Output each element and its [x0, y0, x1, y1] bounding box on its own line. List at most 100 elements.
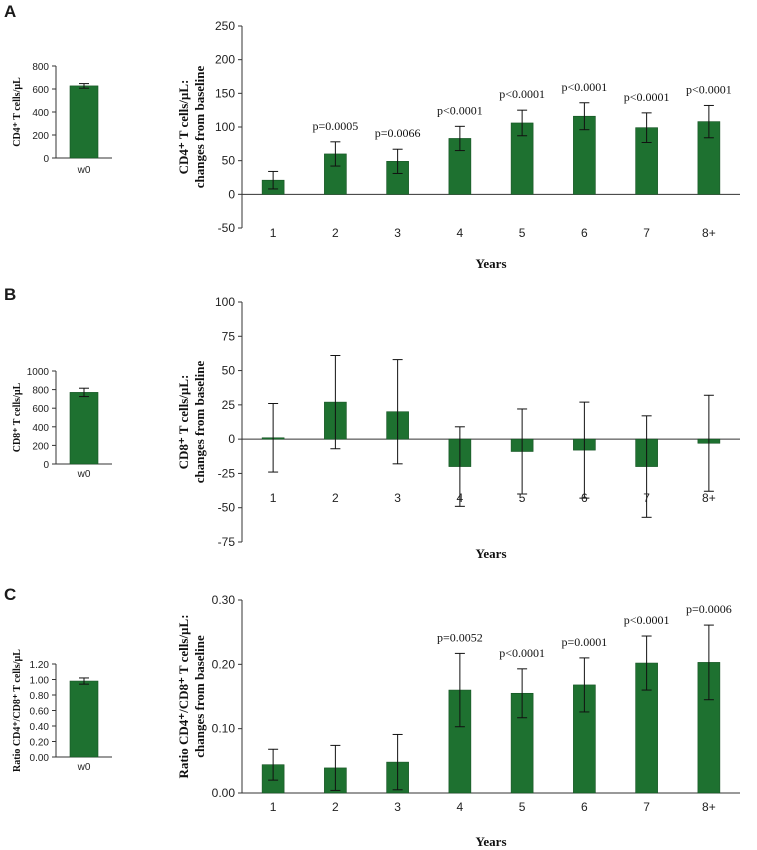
- x-tick-label: 3: [394, 226, 401, 240]
- x-tick-label: 8+: [702, 800, 716, 814]
- y-tick-label: -50: [218, 501, 236, 515]
- y-tick-label: 150: [215, 86, 235, 100]
- p-value-label: p<0.0001: [437, 103, 483, 117]
- y-axis-label-line2: changes from baseline: [192, 635, 207, 758]
- y-axis-label-line1: Ratio CD4⁺/CD8⁺ T cells/µL:: [176, 614, 191, 778]
- p-value-label: p=0.0066: [375, 126, 421, 140]
- p-value-label: p=0.0005: [312, 119, 358, 133]
- x-tick-label: 8+: [702, 226, 716, 240]
- bar: [69, 85, 99, 159]
- p-value-label: p=0.0052: [437, 630, 483, 644]
- y-tick-label: -50: [218, 221, 236, 235]
- y-tick-label: 600: [32, 85, 49, 96]
- x-tick-label: 6: [581, 800, 588, 814]
- y-tick-label: -25: [218, 466, 236, 480]
- y-tick-label: 1.00: [30, 676, 50, 687]
- y-tick-label: 200: [32, 131, 49, 142]
- y-tick-label: 50: [222, 364, 236, 378]
- x-tick-label: w0: [77, 165, 91, 176]
- y-tick-label: 200: [32, 441, 49, 452]
- y-tick-label: 0.10: [212, 722, 236, 736]
- x-axis-label: Years: [475, 546, 506, 561]
- y-tick-label: 100: [215, 295, 235, 309]
- x-tick-label: 5: [519, 226, 526, 240]
- y-tick-label: 0: [228, 432, 235, 446]
- p-value-label: p<0.0001: [624, 613, 670, 627]
- y-axis-label: CD4⁺ T cells/µL: [12, 77, 23, 147]
- y-tick-label: 1000: [27, 367, 50, 378]
- x-tick-label: 4: [457, 800, 464, 814]
- y-tick-label: 250: [215, 19, 235, 33]
- x-tick-label: 7: [643, 491, 650, 505]
- chart-A-change: -50 0 50 100 150 200 250 CD4⁺ T cells/µL: change…: [176, 19, 740, 271]
- x-tick-label: w0: [77, 469, 91, 480]
- y-tick-label: 0.20: [30, 738, 50, 749]
- panel-letter-b: B: [4, 285, 17, 304]
- x-tick-label: w0: [77, 762, 91, 773]
- x-tick-label: 4: [457, 491, 464, 505]
- x-axis-label: Years: [475, 834, 506, 849]
- y-tick-label: 800: [32, 386, 49, 397]
- x-tick-label: 2: [332, 800, 339, 814]
- p-value-label: p<0.0001: [624, 90, 670, 104]
- x-tick-label: 5: [519, 491, 526, 505]
- chart-C-baseline: 0.00 0.20 0.40 0.60 0.80 1.00 1.20 Ratio CD4⁺/C…: [12, 649, 112, 773]
- y-tick-label: 0.00: [30, 753, 50, 764]
- y-axis-label-line1: CD4⁺ T cells/µL:: [176, 80, 191, 175]
- y-tick-label: 600: [32, 404, 49, 415]
- y-tick-label: 0.20: [212, 657, 236, 671]
- p-value-label: p=0.0001: [561, 635, 607, 649]
- y-axis-label: CD8⁺ T cells/µL: [12, 382, 23, 452]
- x-tick-label: 4: [457, 226, 464, 240]
- y-tick-label: 50: [222, 154, 236, 168]
- y-tick-label: 0: [43, 154, 49, 165]
- y-axis-label-line2: changes from baseline: [192, 361, 207, 484]
- x-tick-label: 5: [519, 800, 526, 814]
- x-tick-label: 6: [581, 226, 588, 240]
- x-tick-label: 2: [332, 226, 339, 240]
- y-tick-label: -75: [218, 535, 236, 549]
- y-tick-label: 0.60: [30, 707, 50, 718]
- x-tick-label: 7: [643, 226, 650, 240]
- panel-letter-a: A: [4, 2, 17, 21]
- x-tick-label: 7: [643, 800, 650, 814]
- y-tick-label: 800: [32, 62, 49, 73]
- x-tick-label: 2: [332, 491, 339, 505]
- y-tick-label: 0.80: [30, 691, 50, 702]
- panel-letter-c: C: [4, 585, 17, 604]
- y-tick-label: 400: [32, 423, 49, 434]
- y-axis-label: Ratio CD4⁺/CD8⁺ T cells/µL: [12, 649, 23, 772]
- chart-A-baseline: 0 200 400 600 800 CD4⁺ T cells/µL w0: [12, 62, 112, 176]
- p-value-label: p<0.0001: [499, 87, 545, 101]
- y-tick-label: 400: [32, 108, 49, 119]
- y-tick-label: 0.00: [212, 786, 236, 800]
- y-axis-label-line1: CD8⁺ T cells/µL:: [176, 375, 191, 470]
- x-tick-label: 6: [581, 491, 588, 505]
- y-tick-label: 0: [228, 187, 235, 201]
- x-tick-label: 3: [394, 800, 401, 814]
- p-value-label: p<0.0001: [561, 80, 607, 94]
- chart-C-change: 0.00 0.10 0.20 0.30 Ratio CD4⁺/CD8⁺ T cells/…: [176, 593, 740, 849]
- y-axis-label-line2: changes from baseline: [192, 66, 207, 189]
- y-tick-label: 0: [43, 460, 49, 471]
- y-tick-label: 75: [222, 329, 236, 343]
- chart-B-baseline: 0 200 400 600 800 1000 CD8⁺ T cells/µL w0: [12, 367, 112, 480]
- x-axis-label: Years: [475, 256, 506, 271]
- y-tick-label: 25: [222, 398, 236, 412]
- y-tick-label: 0.40: [30, 722, 50, 733]
- y-tick-label: 1.20: [30, 660, 50, 671]
- y-tick-label: 200: [215, 53, 235, 67]
- p-value-label: p<0.0001: [686, 82, 732, 96]
- p-value-label: p<0.0001: [499, 646, 545, 660]
- x-tick-label: 1: [270, 800, 277, 814]
- bar: [69, 680, 99, 758]
- y-tick-label: 100: [215, 120, 235, 134]
- x-tick-label: 1: [270, 491, 277, 505]
- y-tick-label: 0.30: [212, 593, 236, 607]
- x-tick-label: 8+: [702, 491, 716, 505]
- x-tick-label: 3: [394, 491, 401, 505]
- p-value-label: p=0.0006: [686, 602, 732, 616]
- x-tick-label: 1: [270, 226, 277, 240]
- bar: [69, 392, 99, 465]
